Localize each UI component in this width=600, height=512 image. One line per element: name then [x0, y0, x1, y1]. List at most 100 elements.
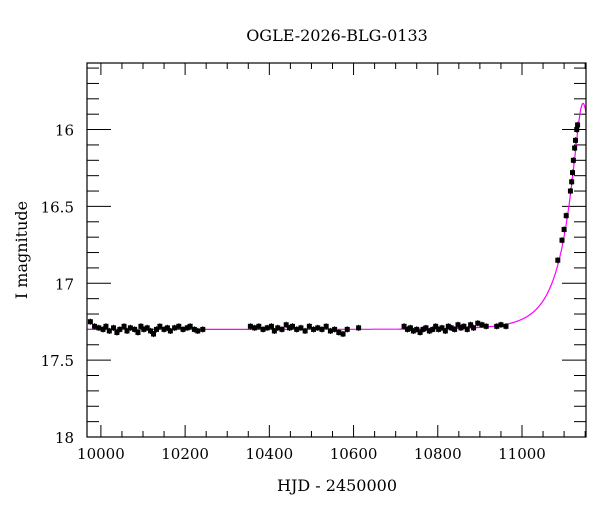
data-point — [336, 329, 342, 335]
data-point — [298, 325, 304, 331]
data-point — [410, 328, 416, 334]
data-point — [468, 322, 474, 328]
data-point — [114, 329, 120, 335]
data-point — [344, 326, 350, 332]
data-point — [247, 323, 253, 329]
data-point — [572, 137, 578, 143]
data-point — [436, 326, 442, 332]
data-point — [452, 326, 458, 332]
data-point — [442, 328, 448, 334]
data-point — [100, 326, 106, 332]
data-point — [327, 328, 333, 334]
x-tick-label: 11000 — [498, 445, 546, 463]
data-point — [563, 213, 569, 219]
data-point — [340, 331, 346, 337]
chart-title: OGLE-2026-BLG-0133 — [246, 26, 428, 45]
data-point — [570, 157, 576, 163]
y-tick-label: 16.5 — [41, 198, 74, 216]
data-point — [555, 257, 561, 263]
data-point — [271, 328, 277, 334]
data-point — [423, 325, 429, 331]
data-point — [302, 328, 308, 334]
axis-ticks: 10000 10200 10400 10600 10800 11000 16 16.5 17 17… — [41, 63, 586, 463]
data-point — [494, 323, 500, 329]
data-point — [319, 326, 325, 332]
data-point — [479, 322, 485, 328]
data-point — [252, 325, 258, 331]
data-point — [570, 170, 576, 176]
data-point — [464, 326, 470, 332]
data-point — [275, 325, 281, 331]
data-point — [161, 326, 167, 332]
data-point — [407, 325, 413, 331]
data-point — [439, 325, 445, 331]
data-point — [144, 325, 150, 331]
data-point — [559, 237, 565, 243]
data-point — [187, 323, 193, 329]
data-point — [426, 328, 432, 334]
y-axis-label: I magnitude — [12, 201, 31, 299]
data-point — [561, 226, 567, 232]
data-point — [569, 179, 575, 185]
data-point — [164, 325, 170, 331]
data-point — [176, 323, 182, 329]
x-tick-label: 10200 — [161, 445, 209, 463]
data-point — [503, 323, 509, 329]
y-tick-label: 16 — [55, 122, 74, 140]
data-point — [306, 323, 312, 329]
data-point — [260, 326, 266, 332]
data-point — [404, 326, 410, 332]
data-point — [121, 323, 127, 329]
data-point — [127, 325, 133, 331]
data-point — [287, 325, 293, 331]
data-point — [315, 325, 321, 331]
data-point — [567, 188, 573, 194]
data-point — [279, 326, 285, 332]
data-point — [180, 326, 186, 332]
y-tick-label: 17 — [55, 275, 74, 293]
model-curve-group — [87, 102, 587, 330]
data-point — [92, 323, 98, 329]
data-point — [256, 323, 262, 329]
data-point — [458, 325, 464, 331]
data-point — [268, 323, 274, 329]
data-point — [132, 326, 138, 332]
y-tick-label: 18 — [55, 429, 74, 447]
data-point — [195, 328, 201, 334]
model-curve — [87, 102, 587, 330]
y-tick-label: 17.5 — [41, 352, 74, 370]
data-point — [574, 127, 580, 133]
data-point — [106, 328, 112, 334]
data-point — [455, 322, 461, 328]
data-points — [87, 121, 581, 338]
data-point — [124, 328, 130, 334]
data-point — [167, 328, 173, 334]
data-point — [575, 122, 581, 128]
data-point — [172, 325, 178, 331]
data-point — [157, 323, 163, 329]
data-point — [420, 326, 426, 332]
data-point — [356, 325, 362, 331]
data-point — [323, 323, 329, 329]
data-point — [141, 326, 147, 332]
data-point — [471, 325, 477, 331]
data-point — [117, 326, 123, 332]
data-point — [148, 328, 154, 334]
data-point — [430, 326, 436, 332]
data-point — [103, 323, 109, 329]
data-point — [135, 329, 141, 335]
data-point — [332, 326, 338, 332]
data-point — [87, 319, 93, 325]
data-point — [461, 323, 467, 329]
x-tick-label: 10400 — [245, 445, 293, 463]
data-point — [184, 325, 190, 331]
x-axis-label: HJD - 2450000 — [277, 476, 397, 495]
plot-frame — [86, 62, 587, 438]
data-point — [289, 323, 295, 329]
data-point — [448, 325, 454, 331]
data-point — [572, 145, 578, 151]
data-point — [96, 325, 102, 331]
x-tick-label: 10000 — [77, 445, 125, 463]
data-point — [153, 326, 159, 332]
